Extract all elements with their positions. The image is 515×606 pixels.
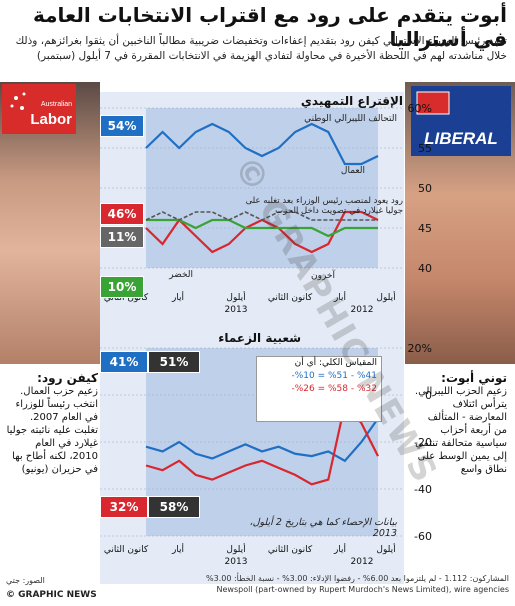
badge-rudd-disapprove: 58% xyxy=(148,496,200,518)
primary-y-tick: 50 xyxy=(418,182,432,195)
x-axis-year: 2012 xyxy=(351,305,374,315)
badge-greens: 10% xyxy=(100,276,144,298)
labor-logo-text: Labor xyxy=(30,111,72,128)
x-axis-label: أيار xyxy=(171,291,184,303)
labor-label: العمال xyxy=(340,166,365,176)
badge-coalition: 54% xyxy=(100,115,144,137)
bio-abbott-text: يترأس ائتلاف المعارضة - المتألف من أربعة… xyxy=(415,399,507,475)
bio-rudd: كيفن رود: زعيم حزب العمال. انتخب رئيساً … xyxy=(4,372,98,476)
leader-y-tick: -40 xyxy=(414,483,432,496)
bio-abbott-name: توني أبوت: xyxy=(441,371,507,385)
badge-labor: 46% xyxy=(100,203,144,225)
x-axis-label: أيار xyxy=(333,291,346,303)
x-axis-year: 2013 xyxy=(225,305,248,315)
net-rating-box: المقياس الكلي: أي أن %41 - %51 = %10- %3… xyxy=(256,356,382,422)
leader-series-line xyxy=(145,417,379,463)
labor-logo-small: Australian xyxy=(41,101,72,108)
x-axis-label: أيلول xyxy=(226,291,245,303)
coalition-label: التحالف الليبرالي الوطني xyxy=(304,114,397,124)
net-rating-abbott: %41 - %51 = %10- xyxy=(291,371,377,381)
source-text: Newspoll (part-owned by Rupert Murdoch's… xyxy=(216,585,509,594)
x-axis-year: 2012 xyxy=(351,557,374,567)
leader-y-tick: 0 xyxy=(425,389,432,402)
source-note: المشاركون: 1.112 - لم يلتزموا بعد 6.00% … xyxy=(179,573,509,595)
badge-rudd-approve: 32% xyxy=(100,496,148,518)
net-rating-rudd: %32 - %58 = %26- xyxy=(291,384,377,394)
labor-logo: Australian Labor xyxy=(2,84,76,134)
bio-abbott: توني أبوت: زعيم الحزب الليبرالي. يترأس ا… xyxy=(413,372,507,476)
x-axis-label: كانون الثاني xyxy=(104,545,149,555)
primary-y-tick: 40 xyxy=(418,262,432,275)
bio-rudd-text: انتخب رئيساً للوزراء في العام 2007. تغلب… xyxy=(6,399,98,475)
leader-title: شعبية الزعماء xyxy=(218,331,301,345)
x-axis-year: 2013 xyxy=(225,557,248,567)
sample-note: المشاركون: 1.112 - لم يلتزموا بعد 6.00% … xyxy=(206,574,509,583)
x-axis-label: أيلول xyxy=(376,543,395,555)
primary-y-tick: 45 xyxy=(418,222,432,235)
leader-y-tick: -20 xyxy=(414,436,432,449)
primary-y-tick: 60% xyxy=(408,102,432,115)
x-axis-label: كانون الثاني xyxy=(268,293,313,303)
bio-abbott-role: زعيم الحزب الليبرالي. xyxy=(414,386,507,397)
x-axis-label: كانون الثاني xyxy=(268,545,313,555)
agency-credit: © GRAPHIC NEWS xyxy=(6,590,97,600)
x-axis-label: أيار xyxy=(333,543,346,555)
x-axis-label: أيلول xyxy=(376,291,395,303)
data-date-note: بيانات الإحصاء كما هي بتاريخ 2 أيلول، 20… xyxy=(249,517,398,539)
x-axis-label: كانون الثاني xyxy=(104,293,149,303)
bio-rudd-role: زعيم حزب العمال. xyxy=(20,386,98,397)
page-title: أبوت يتقدم على رود مع اقتراب الانتخابات … xyxy=(33,3,507,51)
leader-y-tick: 20% xyxy=(408,342,432,355)
bio-rudd-name: كيفن رود: xyxy=(37,371,98,385)
rudd-return-note: رود يعود لمنصب رئيس الوزراء بعد تغلبه عل… xyxy=(245,196,403,216)
intro-text: تعهد رئيس الوزراء الأسترالي كيفن رود بتق… xyxy=(15,35,507,62)
photo-credit: الصور: جتي xyxy=(6,576,45,585)
x-axis-label: أيار xyxy=(171,543,184,555)
liberal-logo-graphic: LIBERAL xyxy=(416,91,498,148)
primary-y-tick: 55 xyxy=(418,142,432,155)
labor-logo-graphic: Australian Labor xyxy=(10,92,72,128)
primary-title: الإقتراع التمهيدي xyxy=(300,94,403,108)
net-rating-title: المقياس الكلي: أي أن xyxy=(294,358,377,368)
x-axis-label: أيلول xyxy=(226,543,245,555)
badge-others: 11% xyxy=(100,226,144,248)
badge-abbott-disapprove: 51% xyxy=(148,351,200,373)
liberal-logo-text: LIBERAL xyxy=(424,129,498,148)
liberal-logo: LIBERAL xyxy=(411,86,511,156)
leader-y-tick: -60 xyxy=(414,530,432,543)
others-label: آخرون xyxy=(311,271,335,281)
badge-abbott-approve: 41% xyxy=(100,351,148,373)
greens-label: الخضر xyxy=(169,270,193,280)
